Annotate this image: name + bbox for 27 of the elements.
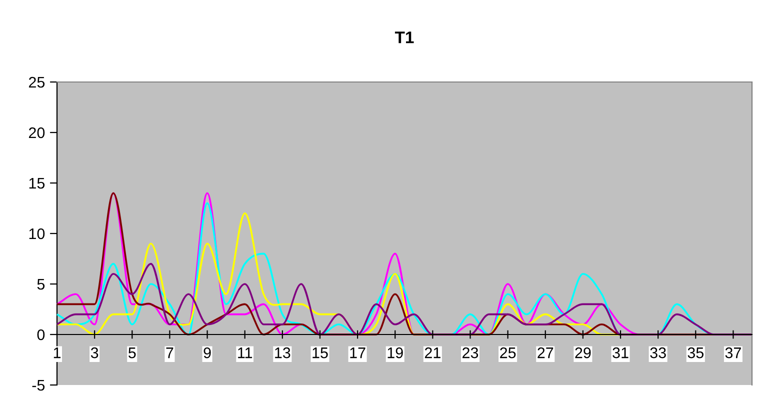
y-tick-label: -5	[32, 380, 45, 391]
x-tick-label: 23	[462, 347, 478, 358]
x-tick-label: 31	[612, 347, 628, 358]
x-tick-label: 35	[688, 347, 704, 358]
x-tick-label: 13	[275, 347, 290, 358]
x-tick-label: 5	[128, 348, 136, 358]
x-tick-label: 33	[650, 347, 666, 358]
y-tick-label: 25	[28, 76, 45, 88]
x-tick-label: 7	[166, 348, 174, 358]
chart-title: T1	[394, 32, 414, 44]
y-tick-label: 15	[29, 178, 45, 189]
x-tick-label: 1	[54, 348, 61, 358]
y-tick-label: 20	[28, 127, 45, 138]
y-tick-label: 5	[37, 279, 45, 290]
x-tick-label: 29	[575, 347, 591, 358]
x-tick-label: 37	[725, 347, 741, 358]
y-tick-label: 10	[29, 228, 45, 240]
x-tick-label: 17	[350, 348, 366, 358]
x-tick-label: 27	[538, 347, 554, 358]
x-tick-label: 25	[500, 347, 516, 358]
x-tick-label: 19	[388, 347, 403, 358]
x-tick-label: 3	[90, 347, 98, 358]
x-tick-label: 21	[424, 347, 440, 358]
x-tick-label: 11	[238, 348, 252, 358]
x-tick-label: 9	[204, 347, 211, 358]
y-tick-label: 0	[37, 329, 45, 340]
x-tick-label: 15	[312, 348, 328, 358]
